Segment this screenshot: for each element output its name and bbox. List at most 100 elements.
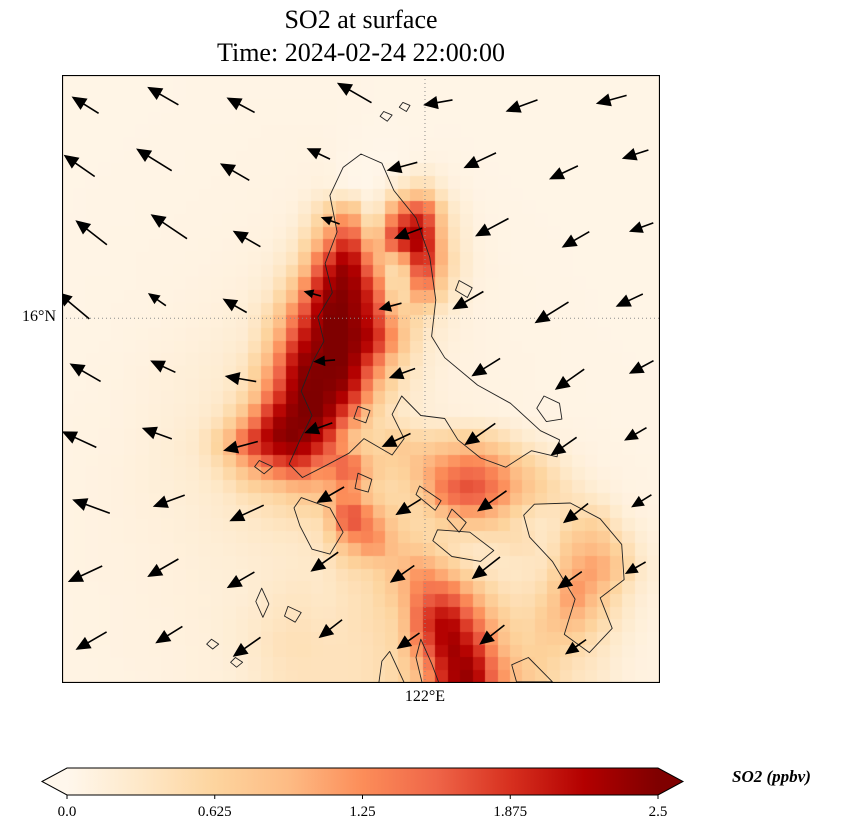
wind-arrow (304, 421, 333, 435)
wind-arrow (306, 148, 331, 160)
wind-arrow (67, 565, 103, 583)
wind-arrow (318, 619, 343, 639)
coastline (255, 587, 270, 618)
wind-arrow (479, 624, 505, 645)
coastline (284, 605, 302, 623)
map-overlay (62, 75, 660, 683)
colorbar-tick-label: 0.0 (58, 804, 77, 820)
wind-arrow (69, 363, 102, 383)
wind-arrow (62, 293, 90, 320)
wind-arrow (72, 498, 111, 514)
coastline (353, 405, 371, 424)
wind-arrow (534, 301, 569, 324)
plot-frame (62, 75, 660, 683)
wind-arrow (141, 426, 173, 440)
colorbar-tick-label: 1.875 (493, 804, 527, 820)
wind-arrow (564, 638, 587, 655)
wind-arrow (310, 551, 339, 572)
wind-arrow (388, 366, 416, 380)
wind-arrow (63, 154, 96, 178)
wind-arrow (313, 355, 336, 367)
chart-subtitle: Time: 2024-02-24 22:00:00 (217, 38, 505, 67)
wind-arrow (223, 440, 259, 454)
wind-arrow (226, 97, 255, 114)
wind-arrow (232, 636, 261, 657)
wind-arrow (71, 96, 100, 114)
wind-arrow (155, 625, 183, 644)
coastline (288, 153, 560, 478)
wind-arrow (224, 372, 257, 386)
wind-arrow (152, 494, 185, 508)
wind-arrow (62, 431, 97, 449)
wind-arrow (222, 298, 248, 314)
wind-arrow (628, 359, 654, 374)
wind-arrow (147, 558, 179, 577)
wind-arrow (226, 571, 255, 589)
y-axis-tick-label: 16°N (22, 308, 56, 325)
wind-arrow (147, 293, 167, 307)
wind-arrow (548, 165, 579, 180)
coastline (206, 638, 220, 650)
wind-arrow (624, 427, 647, 441)
coastline (536, 395, 563, 423)
wind-arrow (464, 422, 496, 446)
wind-arrow (631, 494, 652, 508)
wind-arrow (463, 152, 497, 169)
wind-arrow (75, 220, 108, 246)
wind-arrow (147, 86, 179, 106)
wind-arrow (554, 368, 585, 390)
wind-arrow (474, 217, 509, 237)
coastline (379, 111, 393, 122)
wind-arrow (595, 93, 627, 107)
coastline (455, 280, 473, 298)
colorbar: 0.0 0.625 1.25 1.875 2.5 (40, 767, 685, 820)
wind-arrow (150, 360, 176, 374)
colorbar-tick-label: 2.5 (649, 804, 668, 820)
map-plot (62, 75, 660, 683)
wind-arrow (557, 570, 583, 589)
wind-arrow (316, 486, 345, 503)
colorbar-tick-label: 1.25 (349, 804, 375, 820)
coastline (230, 657, 244, 668)
wind-arrow (389, 564, 415, 583)
wind-arrow (471, 556, 501, 580)
colorbar-tick-label: 0.625 (198, 804, 232, 820)
wind-arrow (320, 216, 340, 226)
wind-arrow (476, 490, 507, 512)
wind-arrow (378, 300, 402, 312)
wind-arrow (615, 293, 644, 307)
wind-arrow (395, 498, 422, 516)
wind-arrow (505, 99, 538, 113)
wind-arrow (232, 230, 261, 248)
wind-arrow (562, 502, 589, 524)
wind-arrow (150, 214, 188, 240)
colorbar-label: SO2 (ppbv) (732, 767, 811, 786)
chart-title: SO2 at surface (284, 5, 438, 34)
coastline (432, 529, 495, 562)
wind-arrow (471, 357, 501, 377)
coastline (523, 502, 625, 654)
wind-arrow (624, 561, 646, 574)
wind-arrow (396, 632, 420, 650)
wind-arrow (381, 432, 411, 447)
wind-arrow (621, 147, 649, 161)
coastline (254, 460, 273, 475)
coastline (293, 497, 344, 555)
x-axis-tick-label: 122°E (404, 688, 446, 705)
coastline (415, 485, 442, 511)
coastline (511, 657, 553, 683)
wind-arrow (219, 163, 250, 181)
wind-arrow (136, 148, 173, 172)
wind-arrow (336, 82, 372, 104)
wind-arrow (550, 436, 578, 456)
wind-arrow (386, 160, 418, 174)
coastline (378, 650, 405, 683)
wind-arrow (393, 227, 423, 240)
wind-arrow (75, 631, 108, 650)
wind-arrow (452, 290, 484, 310)
wind-arrow (423, 96, 453, 110)
coastline (354, 472, 373, 493)
wind-arrow (229, 504, 265, 522)
wind-arrow (561, 231, 590, 248)
